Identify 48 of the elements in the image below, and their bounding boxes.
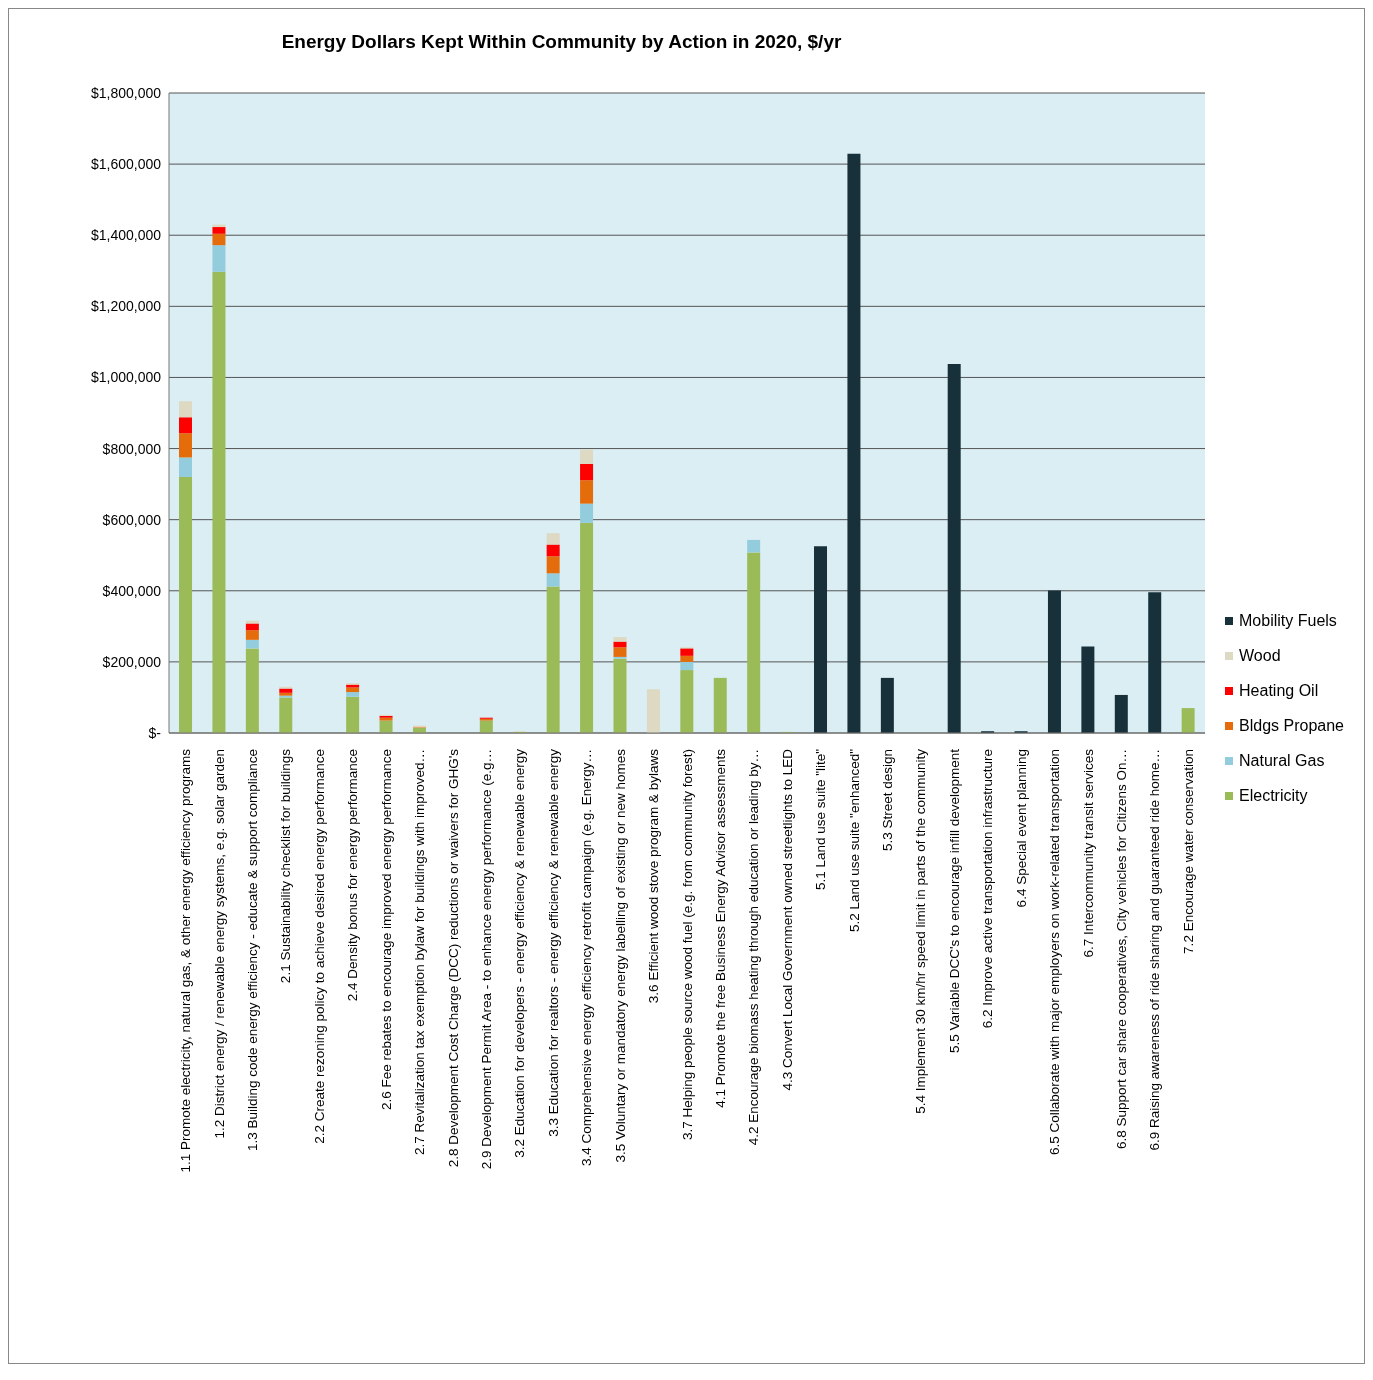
x-tick-label: 4.1 Promote the free Business Energy Advisor assessments	[712, 748, 728, 1108]
y-tick-label: $400,000	[102, 582, 162, 599]
chart-title: Energy Dollars Kept Within Community by Action in 2020, $/yr	[280, 30, 843, 53]
x-tick-label: 6.9 Raising awareness of ride sharing and guaranteed ride home…	[1147, 749, 1163, 1151]
x-tick-label: 2.8 Development Cost Charge (DCC) reductions or waivers for GHG's	[445, 748, 461, 1168]
x-tick-label: 2.4 Density bonus for energy performance	[345, 749, 361, 1002]
legend-label: Natural Gas	[1239, 751, 1325, 770]
x-tick-label: 6.7 Intercommunity transit services	[1080, 748, 1096, 958]
x-tick-label: 3.4 Comprehensive energy efficiency retrofit campaign (e.g. Energy…	[579, 749, 595, 1166]
y-tick-label: $600,000	[102, 511, 162, 528]
x-tick-label: 3.6 Efficient wood stove program & bylaws	[646, 748, 662, 1004]
x-tick-label: 5.1 Land use suite "lite"	[813, 748, 829, 890]
x-tick-label: 5.5 Variable DCC's to encourage infill development	[946, 748, 962, 1053]
x-tick-label: 5.4 Implement 30 km/hr speed limit in parts of the community	[913, 748, 929, 1114]
x-tick-label: 1.3 Building code energy efficiency - educate & support compliance	[245, 749, 261, 1151]
y-tick-label: $1,800,000	[90, 84, 162, 101]
x-tick-label: 5.3 Street design	[880, 749, 896, 852]
x-tick-label: 4.3 Convert Local Government owned streetlights to LED	[779, 748, 795, 1091]
y-tick-label: $1,000,000	[90, 369, 162, 386]
legend-label: Bldgs Propane	[1239, 716, 1344, 735]
y-tick-label: $1,400,000	[90, 227, 162, 244]
x-tick-label: 2.2 Create rezoning policy to achieve desired energy performance	[311, 749, 327, 1144]
x-tick-label: 3.2 Education for developers - energy efficiency & renewable energy	[512, 748, 528, 1158]
x-tick-label: 1.1 Promote electricity, natural gas, & other energy efficiency programs	[178, 748, 194, 1173]
y-tick-label: $800,000	[102, 440, 162, 457]
x-tick-label: 2.6 Fee rebates to encourage improved energy performance	[378, 749, 394, 1110]
x-tick-label: 5.2 Land use suite "enhanced"	[846, 748, 862, 932]
x-tick-label: 2.1 Sustainability checklist for buildings	[278, 748, 294, 984]
y-tick-label: $1,600,000	[90, 156, 162, 173]
legend-label: Heating Oil	[1239, 681, 1319, 700]
y-tick-label: $1,200,000	[90, 298, 162, 315]
y-tick-label: $-	[148, 724, 162, 741]
x-tick-label: 6.5 Collaborate with major employers on work-related transportation	[1047, 749, 1063, 1155]
x-tick-label: 6.4 Special event planning	[1013, 749, 1029, 908]
x-tick-label: 6.2 Improve active transportation infrastructure	[980, 749, 996, 1029]
legend-label: Wood	[1239, 646, 1281, 665]
x-tick-label: 3.3 Education for realtors - energy efficiency & renewable energy	[545, 748, 561, 1137]
legend-label: Mobility Fuels	[1239, 611, 1337, 630]
x-tick-label: 7.2 Encourage water conservation	[1180, 749, 1196, 954]
x-tick-label: 4.2 Encourage biomass heating through education or leading by…	[746, 749, 762, 1146]
x-tick-label: 3.5 Voluntary or mandatory energy labelling of existing or new homes	[612, 748, 628, 1163]
x-tick-label: 2.9 Development Permit Area - to enhance energy performance (e.g…	[478, 749, 494, 1170]
y-tick-label: $200,000	[102, 653, 162, 670]
x-tick-label: 1.2 District energy / renewable energy systems, e.g. solar garden	[211, 749, 227, 1139]
x-tick-label: 3.7 Helping people source wood fuel (e.g. from community forest)	[679, 749, 695, 1140]
legend-label: Electricity	[1239, 786, 1308, 805]
x-tick-label: 6.8 Support car share cooperatives, City vehicles for Citizens On…	[1113, 749, 1129, 1149]
x-tick-label: 2.7 Revitalization tax exemption bylaw for buildings with improved…	[412, 749, 428, 1155]
